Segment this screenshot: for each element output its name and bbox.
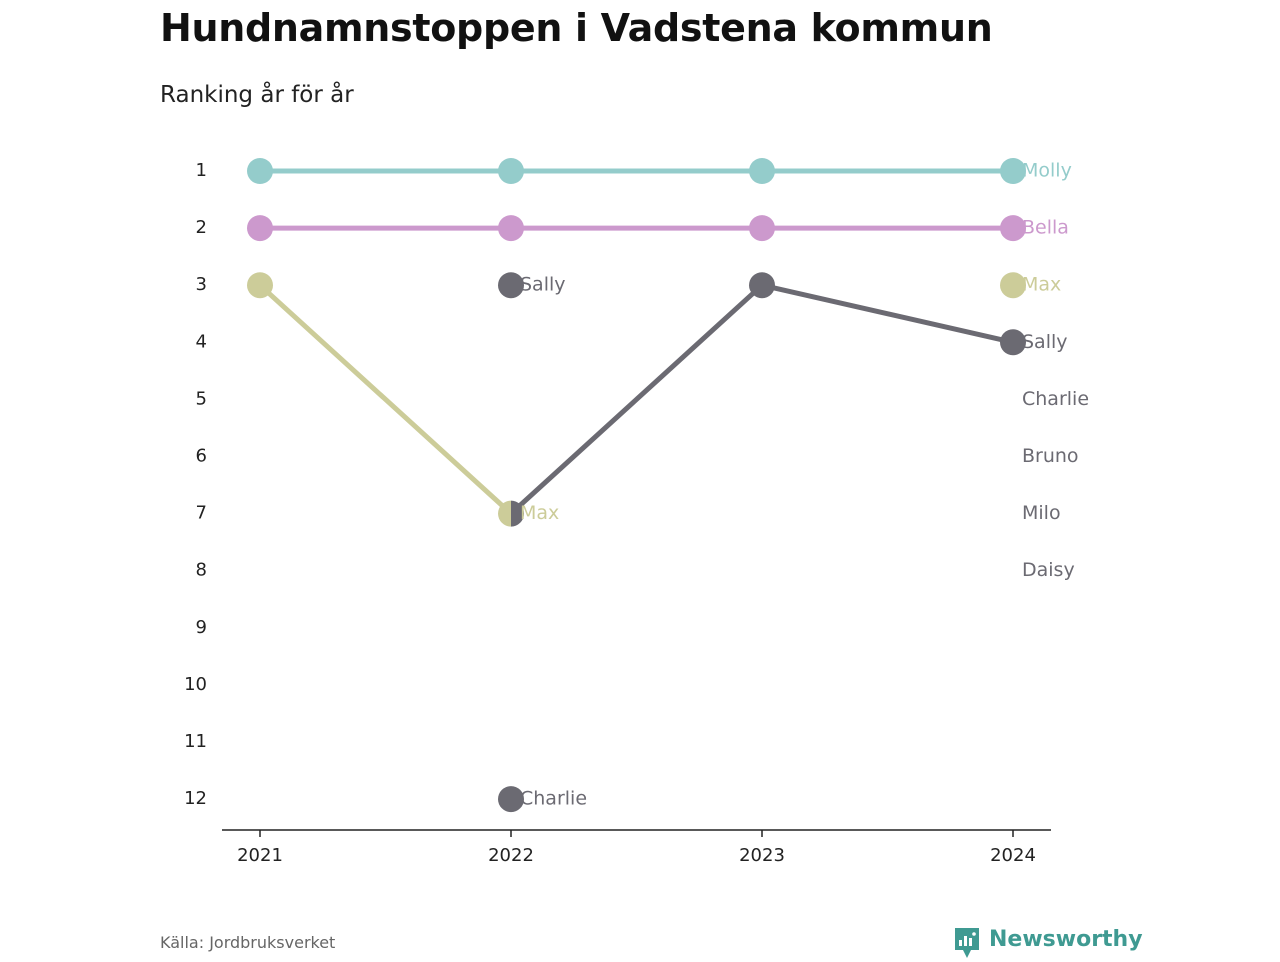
- point-max: [1000, 272, 1026, 299]
- source-note: Källa: Jordbruksverket: [160, 933, 336, 952]
- point-label: Sally: [1022, 331, 1068, 353]
- point-label: Molly: [1022, 160, 1072, 182]
- y-tick-label: 4: [196, 331, 207, 352]
- point-bella: [749, 215, 775, 242]
- y-tick-label: 12: [184, 788, 207, 809]
- point-label: Bella: [1022, 217, 1069, 239]
- point-charlie: [498, 786, 524, 813]
- y-tick-label: 3: [196, 274, 207, 295]
- point-label: Milo: [1022, 502, 1061, 524]
- point-label: Max: [520, 502, 559, 524]
- y-tick-label: 10: [184, 674, 207, 695]
- point-bella: [247, 215, 273, 242]
- point-molly: [1000, 158, 1026, 184]
- point-label: Sally: [520, 274, 566, 296]
- point-molly: [749, 158, 775, 184]
- chart-title: Hundnamnstoppen i Vadstena kommun: [160, 6, 993, 50]
- point-half-max: [498, 500, 511, 527]
- point-sally: [749, 272, 775, 299]
- point-bella: [498, 215, 524, 242]
- point-label: Max: [1022, 274, 1061, 296]
- point-molly: [247, 158, 273, 184]
- x-tick-label: 2024: [990, 845, 1036, 866]
- brand-name: Newsworthy: [989, 927, 1143, 952]
- point-label: Charlie: [1022, 388, 1089, 410]
- point-label: Charlie: [520, 788, 587, 810]
- series-line-sally: [759, 282, 1016, 345]
- y-tick-label: 2: [196, 217, 207, 238]
- x-tick-label: 2023: [739, 845, 785, 866]
- brand-logo[interactable]: Newsworthy: [953, 926, 1143, 962]
- x-tick-label: 2021: [237, 845, 283, 866]
- point-sally: [498, 272, 524, 299]
- point-bella: [1000, 215, 1026, 242]
- point-label: Daisy: [1022, 559, 1075, 581]
- y-tick-label: 5: [196, 388, 207, 409]
- y-tick-label: 1: [196, 160, 207, 181]
- y-tick-label: 7: [196, 503, 207, 524]
- series-line-max: [257, 282, 514, 517]
- point-half-sally: [511, 500, 524, 527]
- x-tick-label: 2022: [488, 845, 534, 866]
- point-max: [247, 272, 273, 299]
- y-tick-label: 9: [196, 617, 207, 638]
- newsworthy-logo-icon: [955, 928, 979, 958]
- chart-subtitle: Ranking år för år: [160, 82, 354, 108]
- y-tick-label: 11: [184, 731, 207, 752]
- y-tick-label: 8: [196, 560, 207, 581]
- point-label: Bruno: [1022, 445, 1079, 467]
- y-tick-label: 6: [196, 446, 207, 467]
- point-molly: [498, 158, 524, 184]
- series-line-sally: [508, 282, 765, 517]
- point-sally: [1000, 329, 1026, 356]
